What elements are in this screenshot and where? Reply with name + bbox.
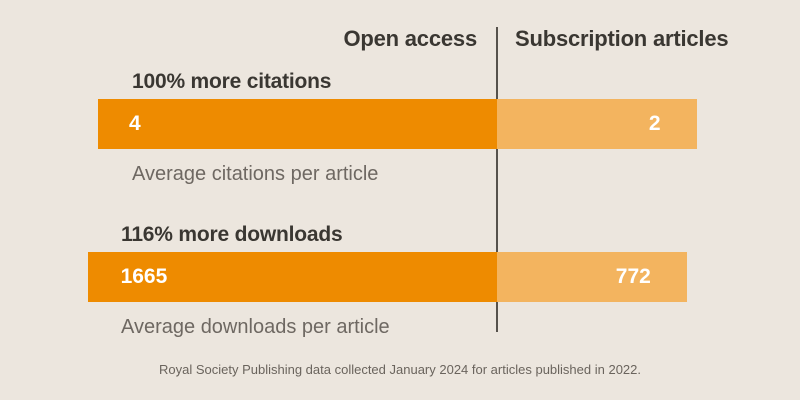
downloads-highlight-label: 116% more downloads xyxy=(121,223,343,246)
downloads-bar: 1665 772 xyxy=(0,252,800,302)
downloads-subscription-value: 772 xyxy=(615,265,651,288)
downloads-open-access-value: 1665 xyxy=(120,265,168,288)
downloads-open-access-bar-segment: 1665 xyxy=(87,252,497,302)
downloads-subscription-bar-segment: 772 xyxy=(497,252,687,302)
citations-open-access-value: 4 xyxy=(129,112,141,135)
column-divider-line xyxy=(496,27,498,332)
citations-highlight-label: 100% more citations xyxy=(132,70,332,93)
column-header-subscription-articles: Subscription articles xyxy=(515,26,729,51)
citations-subscription-bar-segment: 2 xyxy=(497,99,697,149)
citations-subscription-value: 2 xyxy=(648,112,661,135)
downloads-caption: Average downloads per article xyxy=(121,316,390,338)
citations-open-access-bar-segment: 4 xyxy=(98,99,497,149)
data-source-footnote: Royal Society Publishing data collected … xyxy=(158,362,641,377)
citations-caption: Average citations per article xyxy=(132,163,379,185)
column-header-open-access: Open access xyxy=(343,26,477,51)
citations-bar: 4 2 xyxy=(0,99,800,149)
